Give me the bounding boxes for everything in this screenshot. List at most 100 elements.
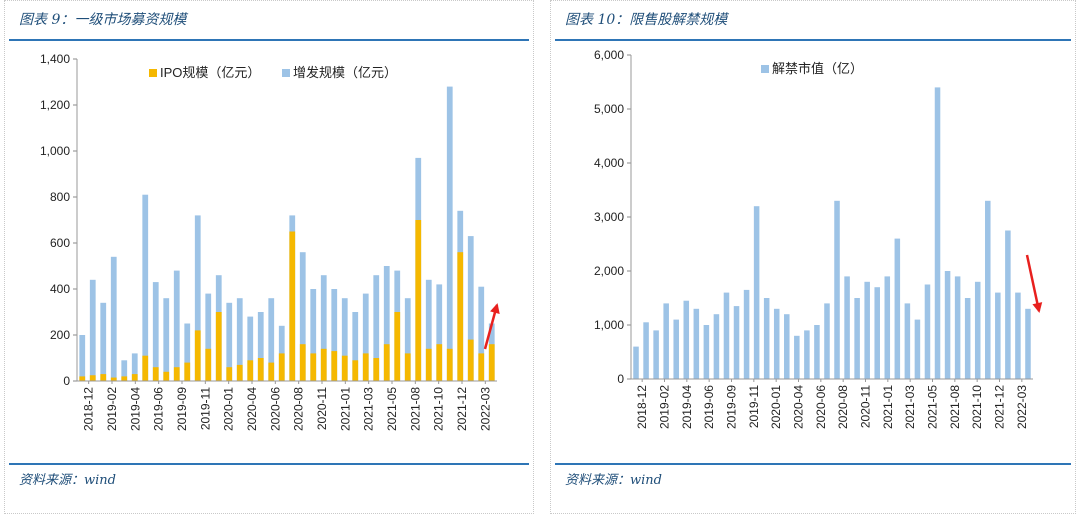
bar (394, 312, 401, 381)
x-tick-label: 2022-03 (478, 387, 492, 431)
bar (488, 344, 495, 381)
bar (944, 271, 951, 379)
bar (864, 281, 870, 379)
bar (184, 362, 191, 381)
bar (824, 303, 830, 379)
source-rule (9, 463, 529, 465)
bar (268, 362, 275, 381)
x-tick-label: 2018-12 (82, 387, 96, 431)
bar (173, 270, 180, 381)
bar (954, 276, 961, 379)
bar (478, 353, 485, 381)
bar (257, 358, 264, 381)
bar (436, 284, 443, 381)
bar (914, 319, 921, 379)
legend-label: 解禁市值（亿） (772, 61, 863, 76)
y-tick-label: 6,000 (594, 48, 624, 62)
bar (310, 353, 317, 381)
y-tick-label: 1,000 (40, 144, 70, 158)
x-tick-label: 2021-05 (926, 385, 940, 429)
bar (163, 371, 170, 381)
bar (89, 375, 96, 381)
x-tick-label: 2019-02 (105, 387, 119, 431)
trend-arrow-shaft (1025, 254, 1041, 312)
trend-arrow-head (490, 303, 500, 315)
x-tick-label: 2019-11 (198, 387, 212, 430)
y-tick-label: 3,000 (594, 210, 624, 224)
x-tick-label: 2020-01 (222, 387, 236, 431)
x-tick-label: 2020-06 (814, 385, 828, 429)
bar (299, 344, 306, 381)
bar (467, 236, 474, 381)
bar (743, 289, 750, 379)
bar (425, 348, 432, 381)
x-tick-label: 2020-08 (292, 387, 306, 431)
bar (733, 306, 740, 379)
bar (894, 238, 901, 379)
bar (257, 312, 264, 381)
bar (425, 279, 432, 381)
x-tick-label: 2021-03 (362, 387, 376, 431)
y-tick-label: 2,000 (594, 264, 624, 278)
bar (194, 330, 201, 381)
bar (236, 298, 243, 381)
bar (383, 344, 390, 381)
x-tick-label: 2021-12 (455, 387, 469, 431)
bar (804, 330, 810, 379)
bar (467, 339, 474, 381)
x-tick-label: 2021-01 (881, 385, 895, 429)
x-tick-label: 2021-03 (903, 385, 917, 429)
bar (404, 298, 411, 381)
bar (436, 344, 443, 381)
bar (163, 298, 170, 381)
bar (110, 256, 117, 381)
bar (924, 284, 931, 379)
bar (289, 231, 296, 381)
bar (844, 276, 850, 379)
bar (404, 353, 411, 381)
bar (142, 355, 149, 381)
y-tick-label: 200 (50, 328, 70, 342)
legend-swatch (149, 69, 157, 77)
bar (383, 266, 390, 381)
bar (152, 367, 159, 381)
x-tick-label: 2022-03 (1015, 385, 1029, 429)
x-tick-label: 2021-10 (432, 387, 446, 431)
bar (904, 303, 911, 379)
bar (226, 367, 233, 381)
bar (352, 312, 359, 381)
x-tick-label: 2019-02 (658, 385, 672, 429)
bar (173, 367, 180, 381)
bar (784, 314, 790, 379)
bar (247, 316, 254, 381)
x-tick-label: 2019-04 (680, 385, 694, 429)
bar (247, 360, 254, 381)
y-tick-label: 0 (63, 374, 70, 388)
bar (753, 206, 760, 379)
bar (152, 282, 159, 381)
bar (352, 360, 359, 381)
bar (131, 374, 138, 381)
bar (268, 298, 275, 381)
bar (79, 335, 86, 381)
bar (89, 279, 96, 381)
legend-label: IPO规模（亿元） (160, 65, 260, 80)
bar (236, 364, 243, 381)
title-rule (9, 39, 529, 41)
bar (100, 302, 107, 381)
bar (713, 314, 720, 379)
x-tick-label: 2021-01 (338, 387, 352, 431)
y-tick-label: 1,400 (40, 52, 70, 66)
bar (331, 351, 338, 381)
x-tick-label: 2020-04 (792, 385, 806, 429)
chart-ipo-secondary: 0 200 400 600 800 1,000 1,200 1,400 2018-12 2019-… (40, 52, 500, 431)
x-tick-label: 2021-05 (385, 387, 399, 431)
bar (362, 353, 369, 381)
y-tick-label: 4,000 (594, 156, 624, 170)
legend-swatch (761, 65, 769, 73)
panel-ipo-financing: 图表 9：一级市场募资规模 0 200 400 600 800 1,000 1,200 1,4… (4, 0, 534, 514)
bar (934, 87, 941, 380)
bar (121, 360, 128, 381)
bar (205, 293, 212, 381)
bar (683, 300, 690, 379)
